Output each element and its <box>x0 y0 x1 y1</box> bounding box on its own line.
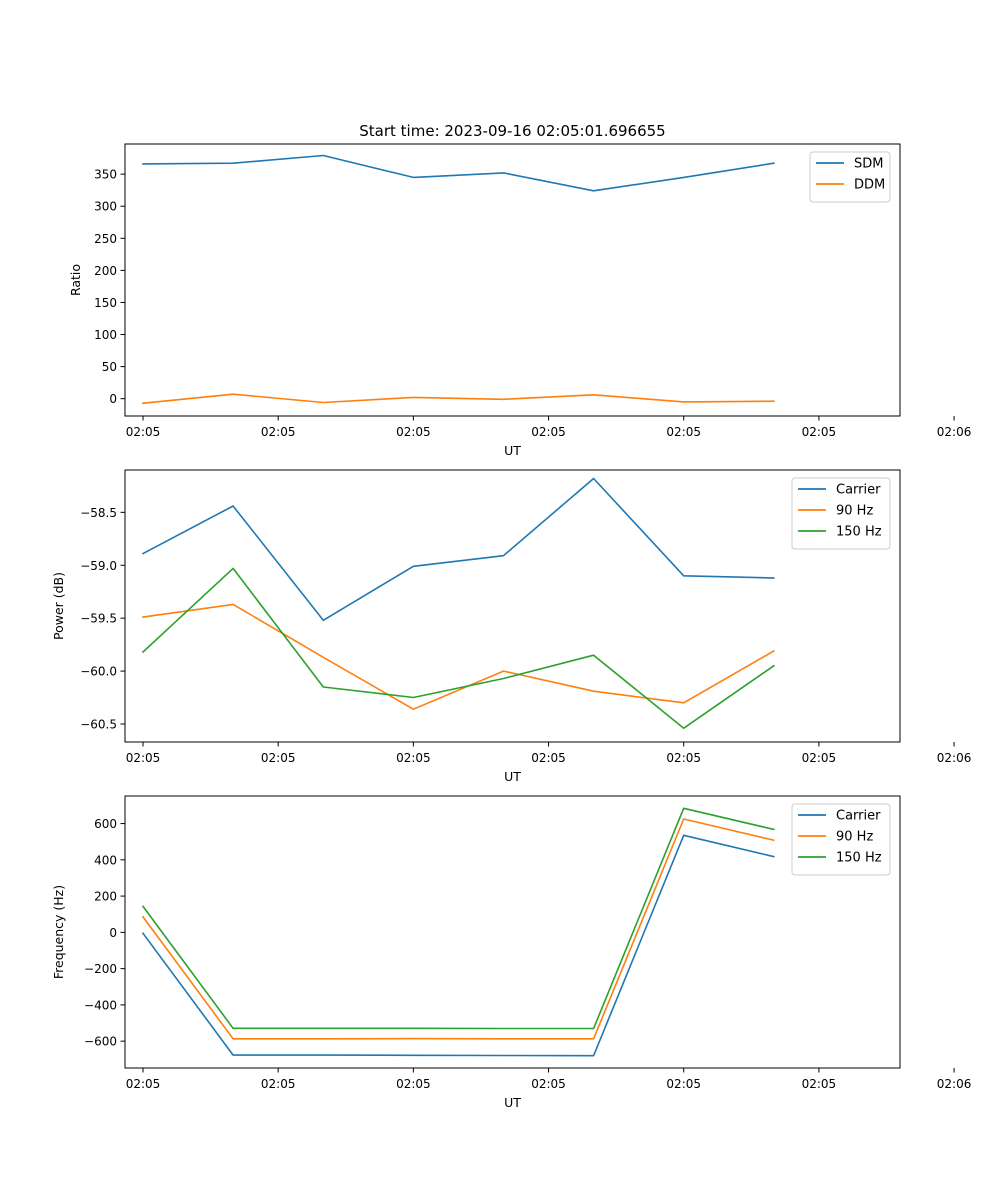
power-x-tick-label: 02:05 <box>531 751 566 765</box>
ratio-y-axis-label: Ratio <box>68 264 83 296</box>
frequency-y-tick-label: 600 <box>94 817 117 831</box>
frequency-x-axis-label: UT <box>504 1095 521 1110</box>
ratio-y-tick-label: 150 <box>94 296 117 310</box>
power-legend: Carrier 90 Hz 150 Hz <box>791 477 891 550</box>
ratio-y-tick-label: 0 <box>109 392 117 406</box>
ratio-y-tick-label: 350 <box>94 168 117 182</box>
ratio-y-tick-label: 250 <box>94 232 117 246</box>
frequency-x-tick-label: 02:05 <box>666 1077 701 1091</box>
ratio-legend-box <box>809 151 891 203</box>
ratio-y-tick-label: 50 <box>102 360 117 374</box>
power-axes-frame <box>124 469 901 743</box>
power-legend-label-90-hz: 90 Hz <box>836 504 873 519</box>
frequency-x-tick-label: 02:06 <box>937 1077 972 1091</box>
ratio-x-tick-label: 02:05 <box>396 425 431 439</box>
power-series-150-hz-line <box>141 567 775 730</box>
ratio-x-axis-label: UT <box>504 443 521 458</box>
ratio-legend: SDM DDM <box>809 151 891 203</box>
ratio-series-sdm-line <box>142 154 775 192</box>
ratio-legend-label-sdm: SDM <box>854 157 883 172</box>
frequency-y-tick-label: 200 <box>94 890 117 904</box>
ratio-panel: 02:05 02:05 02:05 02:05 02:05 02:05 02:06 0 50 10… <box>68 143 972 458</box>
ratio-series-ddm-line <box>142 393 775 405</box>
ratio-axes-frame <box>124 143 901 417</box>
ratio-x-tick-label: 02:06 <box>937 425 972 439</box>
ratio-x-tick-label: 02:05 <box>802 425 837 439</box>
frequency-legend-label-90-hz: 90 Hz <box>836 830 873 845</box>
frequency-y-tick-label: −600 <box>84 1035 117 1049</box>
frequency-series-150-hz-line <box>141 807 775 1030</box>
ratio-x-tick-label: 02:05 <box>531 425 566 439</box>
frequency-x-tick-label: 02:05 <box>531 1077 566 1091</box>
frequency-x-tick-label: 02:05 <box>396 1077 431 1091</box>
frequency-x-tick-label: 02:05 <box>802 1077 837 1091</box>
power-x-tick-label: 02:05 <box>802 751 837 765</box>
chart-title: Start time: 2023-09-16 02:05:01.696655 <box>359 122 665 140</box>
power-panel: 02:05 02:05 02:05 02:05 02:05 02:05 02:06 −58.5… <box>51 469 972 784</box>
power-x-tick-label: 02:05 <box>126 751 161 765</box>
power-x-tick-label: 02:05 <box>261 751 296 765</box>
power-y-tick-label: −58.5 <box>80 506 117 520</box>
frequency-y-tick-label: −200 <box>84 962 117 976</box>
power-y-tick-label: −59.5 <box>80 612 117 626</box>
power-x-tick-label: 02:05 <box>396 751 431 765</box>
frequency-panel: 02:05 02:05 02:05 02:05 02:05 02:05 02:06 600 40… <box>51 795 972 1110</box>
ratio-x-tick-label: 02:05 <box>261 425 296 439</box>
frequency-y-tick-label: 0 <box>109 926 117 940</box>
frequency-y-tick-label: −400 <box>84 998 117 1012</box>
power-y-tick-label: −60.5 <box>80 718 117 732</box>
frequency-legend-label-carrier: Carrier <box>836 809 881 824</box>
frequency-y-tick-label: 400 <box>94 853 117 867</box>
frequency-x-tick-label: 02:05 <box>126 1077 161 1091</box>
power-x-tick-label: 02:05 <box>666 751 701 765</box>
frequency-y-axis-label: Frequency (Hz) <box>51 885 66 979</box>
frequency-series-90-hz-line <box>141 818 775 1040</box>
frequency-x-tick-label: 02:05 <box>261 1077 296 1091</box>
frequency-series-carrier-line <box>141 834 775 1057</box>
ratio-y-tick-label: 200 <box>94 264 117 278</box>
power-series-carrier-line <box>141 477 775 622</box>
power-y-axis-label: Power (dB) <box>51 572 66 640</box>
ratio-y-tick-label: 300 <box>94 200 117 214</box>
power-legend-label-carrier: Carrier <box>836 483 881 498</box>
frequency-legend: Carrier 90 Hz 150 Hz <box>791 803 891 876</box>
power-y-tick-label: −59.0 <box>80 559 117 573</box>
power-legend-label-150-hz: 150 Hz <box>836 525 882 540</box>
power-series-90-hz-line <box>142 603 775 711</box>
power-x-axis-label: UT <box>504 769 521 784</box>
ratio-legend-label-ddm: DDM <box>854 178 885 193</box>
ratio-x-tick-label: 02:05 <box>666 425 701 439</box>
ratio-y-tick-label: 100 <box>94 328 117 342</box>
power-y-tick-label: −60.0 <box>80 665 117 679</box>
power-x-tick-label: 02:06 <box>937 751 972 765</box>
ratio-x-tick-label: 02:05 <box>126 425 161 439</box>
frequency-legend-label-150-hz: 150 Hz <box>836 851 882 866</box>
